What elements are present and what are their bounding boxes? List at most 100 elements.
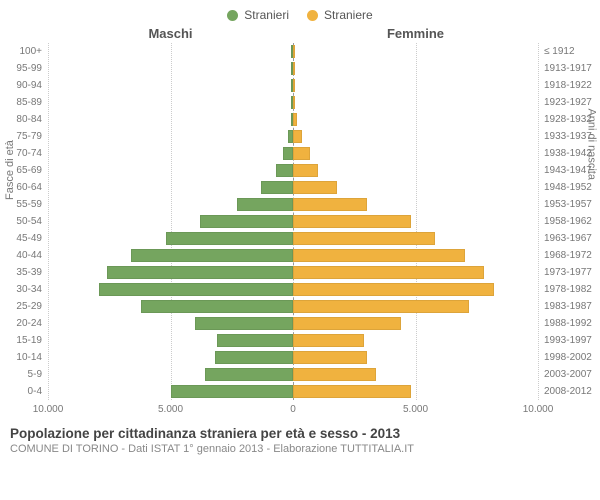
age-label: 30-34 [0, 284, 48, 295]
age-label: 95-99 [0, 63, 48, 74]
bar-male [237, 198, 293, 211]
age-label: 5-9 [0, 369, 48, 380]
bar-male [107, 266, 293, 279]
chart-container: Stranieri Straniere Maschi Femmine 100+ ≤… [0, 0, 600, 500]
pyramid-row: 60-641948-1952 [0, 179, 600, 196]
bar-male [99, 283, 293, 296]
row-track [48, 281, 538, 298]
bar-female [293, 249, 465, 262]
age-label: 55-59 [0, 199, 48, 210]
row-track [48, 162, 538, 179]
legend-male: Stranieri [227, 8, 289, 22]
bar-male [171, 385, 294, 398]
birth-year-label: 1948-1952 [538, 182, 600, 193]
bar-female [293, 79, 295, 92]
chart-footer: Popolazione per cittadinanza straniera p… [0, 418, 600, 455]
bar-male [200, 215, 293, 228]
row-track [48, 247, 538, 264]
bar-female [293, 283, 494, 296]
x-tick: 10.000 [523, 404, 554, 415]
row-track [48, 43, 538, 60]
pyramid-row: 95-99 1913-1917 [0, 60, 600, 77]
birth-year-label: 2008-2012 [538, 386, 600, 397]
age-label: 20-24 [0, 318, 48, 329]
bar-female [293, 385, 411, 398]
age-label: 45-49 [0, 233, 48, 244]
x-tick: 5.000 [158, 404, 183, 415]
bar-female [293, 62, 295, 75]
column-titles: Maschi Femmine [0, 26, 600, 41]
bar-male [215, 351, 293, 364]
y-axis-title-right: Anni di nascita [586, 108, 598, 180]
column-title-male: Maschi [48, 26, 293, 41]
x-tick: 5.000 [403, 404, 428, 415]
birth-year-label: 1913-1917 [538, 63, 600, 74]
age-label: 35-39 [0, 267, 48, 278]
row-track [48, 264, 538, 281]
bar-male [276, 164, 293, 177]
birth-year-label: ≤ 1912 [538, 46, 600, 57]
bar-female [293, 130, 302, 143]
pyramid-row: 75-791933-1937 [0, 128, 600, 145]
pyramid-row: 45-49 1963-1967 [0, 230, 600, 247]
x-tick: 0 [290, 404, 296, 415]
bar-female [293, 232, 435, 245]
birth-year-label: 1963-1967 [538, 233, 600, 244]
pyramid-row: 50-541958-1962 [0, 213, 600, 230]
bar-male [283, 147, 293, 160]
age-label: 10-14 [0, 352, 48, 363]
age-label: 100+ [0, 46, 48, 57]
age-label: 0-4 [0, 386, 48, 397]
birth-year-label: 2003-2007 [538, 369, 600, 380]
column-title-female: Femmine [293, 26, 538, 41]
age-label: 80-84 [0, 114, 48, 125]
row-track [48, 332, 538, 349]
legend-female: Straniere [307, 8, 373, 22]
birth-year-label: 1918-1922 [538, 80, 600, 91]
row-track [48, 230, 538, 247]
bar-female [293, 215, 411, 228]
pyramid-row: 25-291983-1987 [0, 298, 600, 315]
pyramid-row: 100+ ≤ 1912 [0, 43, 600, 60]
pyramid-row: 80-841928-1932 [0, 111, 600, 128]
pyramid-row: 5-9 2003-2007 [0, 366, 600, 383]
bar-female [293, 147, 310, 160]
row-track [48, 128, 538, 145]
legend-female-dot [307, 10, 318, 21]
row-track [48, 349, 538, 366]
age-label: 40-44 [0, 250, 48, 261]
row-track [48, 196, 538, 213]
bar-male [217, 334, 293, 347]
row-track [48, 77, 538, 94]
x-axis-ticks: 10.0005.00005.00010.000 [48, 404, 538, 418]
x-axis: 10.0005.00005.00010.000 [0, 404, 600, 418]
legend: Stranieri Straniere [0, 8, 600, 22]
bar-female [293, 181, 337, 194]
birth-year-label: 1968-1972 [538, 250, 600, 261]
plot-area: 100+ ≤ 1912 95-99 1913-1917 90-94 1918-1922 85… [0, 43, 600, 400]
pyramid-row: 65-691943-1947 [0, 162, 600, 179]
bar-female [293, 96, 295, 109]
pyramid-row: 55-591953-1957 [0, 196, 600, 213]
row-track [48, 179, 538, 196]
bar-male [205, 368, 293, 381]
age-label: 15-19 [0, 335, 48, 346]
age-label: 90-94 [0, 80, 48, 91]
bar-male [195, 317, 293, 330]
chart-title: Popolazione per cittadinanza straniera p… [10, 426, 590, 441]
birth-year-label: 1998-2002 [538, 352, 600, 363]
bar-male [261, 181, 293, 194]
age-label: 85-89 [0, 97, 48, 108]
y-axis-title-left: Fasce di età [4, 140, 16, 200]
age-label: 25-29 [0, 301, 48, 312]
birth-year-label: 1993-1997 [538, 335, 600, 346]
row-track [48, 366, 538, 383]
pyramid-row: 0-4 2008-2012 [0, 383, 600, 400]
bar-female [293, 368, 376, 381]
pyramid-row: 30-341978-1982 [0, 281, 600, 298]
birth-year-label: 1923-1927 [538, 97, 600, 108]
bar-female [293, 45, 295, 58]
legend-female-label: Straniere [324, 8, 373, 22]
chart-subtitle: COMUNE DI TORINO - Dati ISTAT 1° gennaio… [10, 443, 590, 455]
age-label: 50-54 [0, 216, 48, 227]
